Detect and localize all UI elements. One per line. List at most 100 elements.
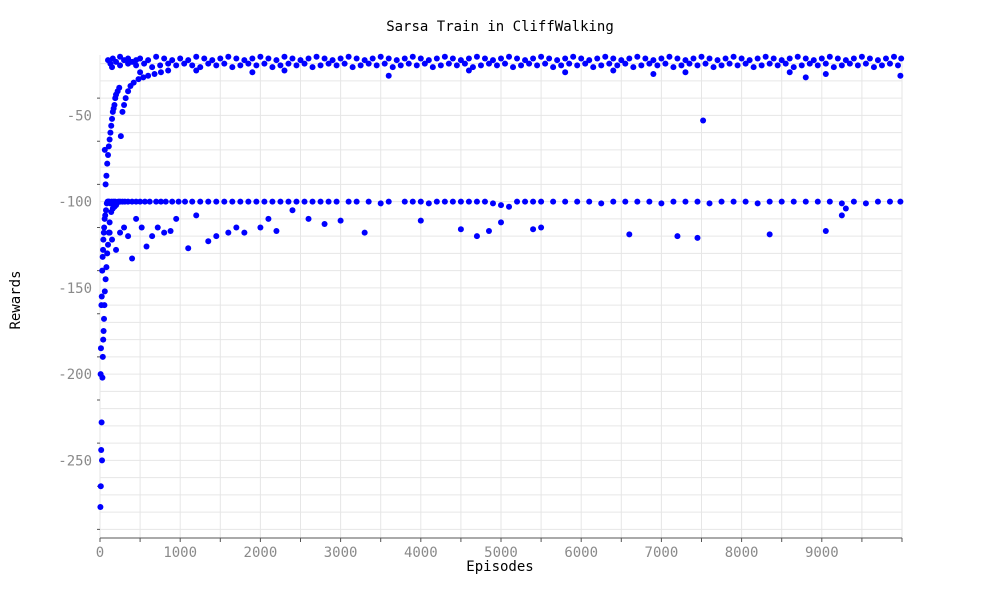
data-point [105, 241, 112, 248]
data-point [405, 60, 412, 67]
data-point [393, 57, 400, 64]
data-point [177, 55, 184, 62]
data-point [457, 198, 464, 205]
data-point [233, 224, 240, 231]
data-point [538, 53, 545, 60]
data-point [197, 64, 204, 71]
data-point [241, 229, 248, 236]
data-point [746, 57, 753, 64]
data-point [453, 62, 460, 69]
data-point [842, 205, 849, 212]
data-point [261, 60, 268, 67]
data-point [117, 229, 124, 236]
data-point [145, 72, 152, 79]
data-point [125, 233, 132, 240]
data-point [117, 53, 124, 60]
data-point [129, 255, 136, 262]
data-point [493, 62, 500, 69]
data-point [662, 60, 669, 67]
data-point [125, 60, 132, 67]
data-point [574, 62, 581, 69]
data-point [401, 55, 408, 62]
data-point [377, 200, 384, 207]
data-point [674, 233, 681, 240]
data-point [106, 219, 113, 226]
data-point [810, 57, 817, 64]
data-point [449, 198, 456, 205]
data-point [562, 69, 569, 76]
data-point [117, 62, 124, 69]
data-point [137, 55, 144, 62]
data-point [465, 55, 472, 62]
data-point [802, 74, 809, 81]
data-point [373, 62, 380, 69]
data-point [897, 198, 904, 205]
data-point [469, 64, 476, 71]
data-point [135, 76, 142, 83]
data-point [670, 64, 677, 71]
data-point [526, 60, 533, 67]
data-point [99, 353, 106, 360]
data-point [726, 60, 733, 67]
data-point [100, 328, 107, 334]
data-point [606, 60, 613, 67]
data-point [241, 57, 248, 64]
data-point [119, 108, 126, 115]
data-point [417, 55, 424, 62]
y-tick-label: -100 [58, 195, 92, 211]
data-point [790, 198, 797, 205]
data-point [205, 238, 212, 245]
data-point [213, 198, 220, 205]
data-point [530, 55, 537, 62]
data-point [229, 198, 236, 205]
data-point [686, 60, 693, 67]
data-point [121, 224, 128, 231]
data-point [498, 219, 504, 226]
data-point [277, 62, 284, 69]
y-tick-label: -50 [67, 108, 92, 124]
data-point [237, 62, 244, 69]
data-point [301, 60, 308, 67]
data-point [522, 57, 529, 64]
data-point [822, 60, 829, 67]
data-point [273, 227, 280, 234]
data-point [506, 203, 513, 210]
data-point [417, 217, 424, 224]
data-point [834, 55, 841, 62]
data-point [109, 115, 116, 122]
data-point [498, 55, 504, 62]
data-point [175, 198, 182, 205]
data-point [103, 172, 110, 179]
data-point [297, 57, 304, 64]
data-point [766, 198, 773, 205]
data-point [305, 215, 312, 222]
data-point [694, 62, 701, 69]
data-point [674, 55, 681, 62]
data-point [108, 122, 115, 129]
data-point [181, 60, 188, 67]
x-tick-label: 6000 [564, 545, 598, 561]
data-point [794, 53, 801, 60]
y-tick-label: -200 [58, 367, 92, 383]
data-point [610, 67, 617, 74]
data-point [397, 62, 404, 69]
x-tick-label: 9000 [805, 545, 839, 561]
data-point [445, 60, 452, 67]
data-point [143, 243, 150, 250]
x-tick-label: 7000 [645, 545, 679, 561]
data-point [590, 64, 597, 71]
data-point [762, 53, 769, 60]
data-point [193, 212, 200, 219]
data-point [149, 233, 156, 240]
data-point [566, 60, 573, 67]
data-point [265, 55, 272, 62]
data-point [425, 57, 432, 64]
data-point [626, 231, 633, 238]
data-point [602, 53, 609, 60]
data-point [99, 253, 106, 260]
data-point [429, 64, 436, 71]
data-point [321, 55, 328, 62]
data-point [221, 198, 228, 205]
data-point [413, 62, 420, 69]
